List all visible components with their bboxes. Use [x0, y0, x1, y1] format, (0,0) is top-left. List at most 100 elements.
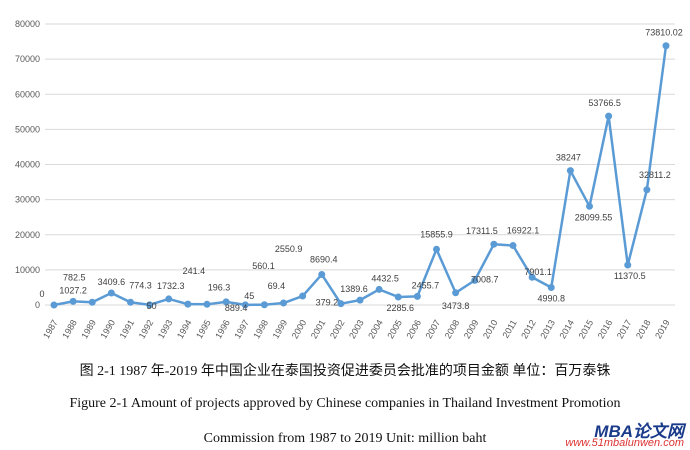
x-tick-label: 2000: [290, 318, 309, 340]
x-tick-label: 1992: [137, 318, 156, 340]
data-point: [471, 276, 479, 284]
data-label: 32811.2: [639, 170, 671, 180]
data-point: [69, 297, 77, 305]
data-label: 782.5: [63, 272, 86, 282]
x-tick-label: 2015: [577, 318, 596, 340]
y-tick-label: 0: [35, 300, 40, 310]
data-label: 16922.1: [507, 226, 540, 236]
data-label: 8690.4: [310, 254, 338, 264]
x-tick-label: 2012: [519, 318, 538, 340]
data-point: [203, 300, 211, 308]
data-point: [566, 167, 574, 175]
data-label: 73810.02: [645, 28, 683, 38]
x-tick-label: 2019: [653, 318, 672, 340]
y-tick-label: 60000: [15, 89, 40, 99]
data-point: [280, 299, 287, 307]
x-tick-label: 1998: [251, 318, 270, 340]
x-tick-label: 2016: [596, 318, 615, 340]
series-line: [53, 45, 668, 307]
x-tick-label: 1993: [156, 318, 175, 340]
data-point: [107, 289, 115, 297]
data-label: 4432.5: [371, 273, 399, 283]
data-label: 17311.5: [466, 226, 498, 236]
data-point: [88, 298, 96, 306]
data-label: 4990.8: [537, 293, 565, 303]
x-tick-label: 1994: [175, 318, 194, 340]
data-point: [146, 301, 154, 309]
data-label: 15855.9: [420, 229, 453, 239]
data-point: [394, 293, 402, 301]
data-label: 241.4: [183, 266, 206, 276]
data-point: [413, 292, 421, 300]
data-point: [547, 283, 555, 291]
x-tick-label: 2013: [538, 318, 557, 340]
caption-english-line2: Commission from 1987 to 2019 Unit: milli…: [203, 431, 487, 446]
y-tick-label: 80000: [15, 19, 40, 29]
x-tick-label: 2009: [462, 318, 481, 340]
data-point: [260, 301, 268, 309]
data-label: 7008.7: [471, 274, 499, 284]
data-label: 0: [39, 289, 44, 299]
y-tick-label: 20000: [15, 230, 40, 240]
x-tick-label: 2011: [500, 318, 518, 340]
x-tick-label: 2010: [481, 318, 500, 340]
data-point: [509, 242, 517, 250]
data-point: [299, 292, 307, 300]
x-tick-label: 1987: [41, 318, 60, 340]
data-point: [643, 186, 651, 194]
data-point: [222, 298, 230, 306]
x-tick-label: 1989: [79, 318, 98, 340]
data-point: [356, 296, 364, 304]
data-label: 45: [244, 291, 254, 301]
x-tick-label: 2005: [385, 318, 404, 340]
x-tick-label: 2018: [634, 318, 653, 340]
data-label: 379.2: [316, 298, 339, 308]
data-point: [586, 202, 593, 210]
data-label: 1732.3: [157, 281, 185, 291]
data-point: [528, 273, 536, 281]
data-point: [433, 245, 440, 253]
data-label: 69.4: [268, 281, 286, 291]
data-point: [605, 112, 613, 120]
data-label: 28099.55: [575, 212, 613, 222]
data-label: 38247: [556, 153, 581, 163]
data-label: 1027.2: [59, 285, 87, 295]
x-tick-label: 2007: [424, 318, 443, 340]
x-tick-label: 2008: [443, 318, 462, 340]
data-label: 53766.5: [588, 98, 621, 108]
data-point: [241, 301, 249, 309]
data-point: [337, 300, 345, 308]
data-label: 3409.6: [98, 277, 126, 287]
x-tick-label: 2002: [328, 318, 347, 340]
data-label: 196.3: [208, 282, 231, 292]
caption-chinese: 图 2-1 1987 年-2019 年中国企业在泰国投资促进委员会批准的项目金额…: [79, 364, 611, 379]
data-label: 2550.9: [275, 244, 303, 254]
data-point: [50, 301, 58, 309]
data-label: 774.3: [129, 280, 152, 290]
x-tick-label: 1995: [194, 318, 213, 340]
data-point: [184, 300, 192, 308]
data-label: 889.4: [225, 303, 248, 313]
data-point: [375, 285, 383, 293]
data-label: 560.1: [252, 261, 275, 271]
watermark-logo: MBA论文网: [594, 422, 684, 441]
x-tick-label: 1988: [60, 318, 79, 340]
data-label: 50: [147, 301, 157, 311]
x-tick-label: 1996: [213, 318, 232, 340]
y-tick-label: 50000: [15, 124, 40, 134]
y-tick-label: 70000: [15, 54, 40, 64]
data-point: [127, 298, 134, 306]
data-label: 2285.6: [386, 303, 414, 313]
data-point: [624, 261, 632, 269]
data-point: [490, 240, 498, 248]
data-point: [165, 295, 173, 303]
x-tick-label: 2006: [404, 318, 423, 340]
data-label: 1389.6: [340, 284, 368, 294]
y-tick-label: 30000: [15, 195, 40, 205]
x-tick-label: 1999: [271, 318, 290, 340]
watermark-url: www.51mbalunwen.com: [565, 437, 684, 449]
caption-english-line1: Figure 2-1 Amount of projects approved b…: [69, 396, 621, 411]
line-chart: 0100002000030000400005000060000700008000…: [15, 19, 683, 340]
y-tick-label: 10000: [15, 265, 40, 275]
